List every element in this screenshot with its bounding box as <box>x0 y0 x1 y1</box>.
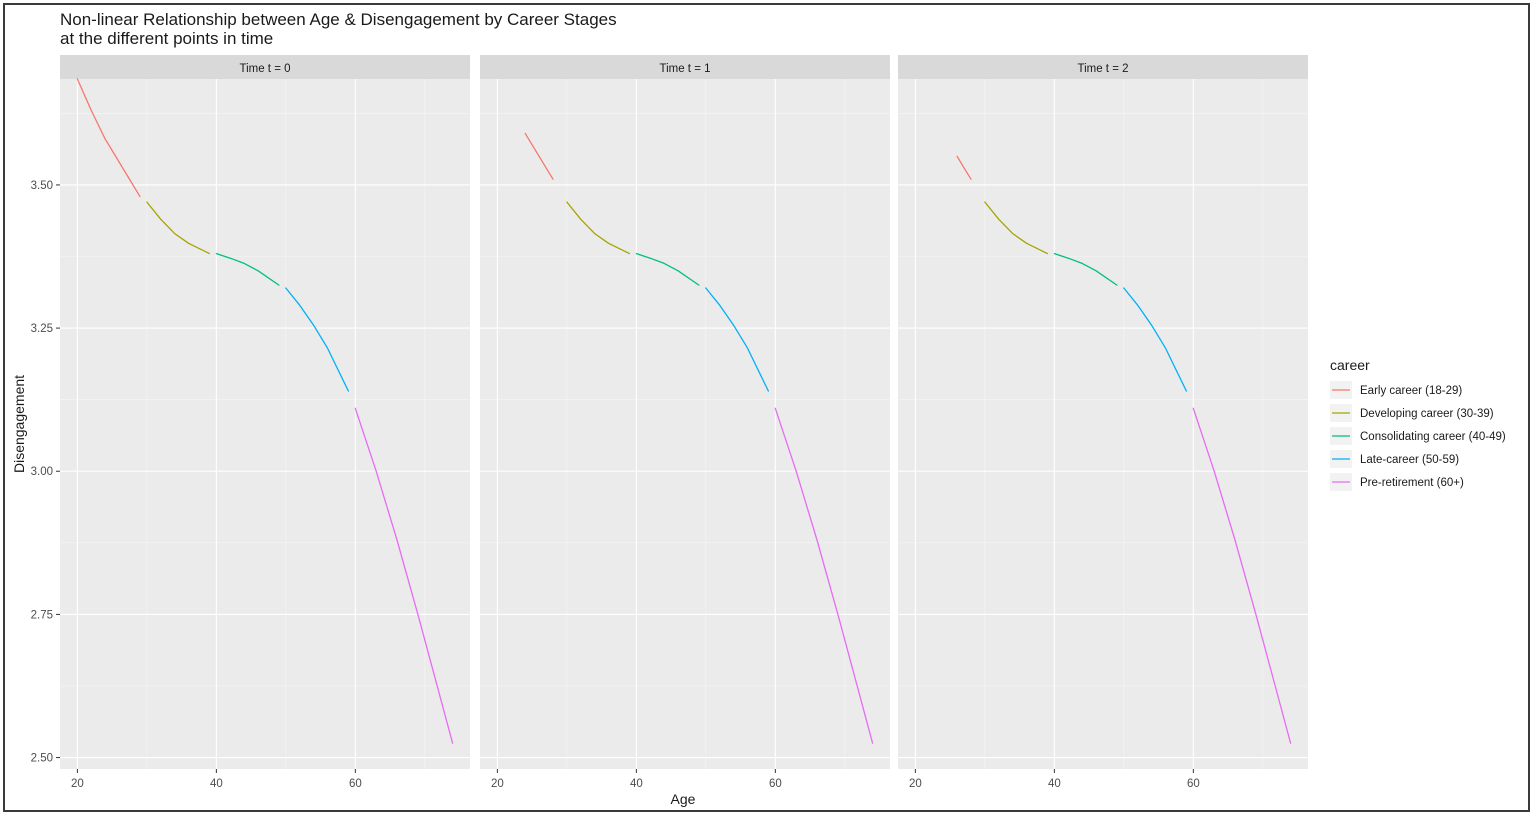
legend-label: Late-career (50-59) <box>1360 454 1459 466</box>
x-axis-title: Age <box>671 791 696 807</box>
series-line-1 <box>146 201 211 255</box>
legend-label: Consolidating career (40-49) <box>1360 431 1506 443</box>
x-tick-label: 20 <box>71 778 84 790</box>
legend: career Early career (18-29) Developing ca… <box>1330 357 1506 491</box>
series-line-0 <box>956 155 972 180</box>
series-line-1 <box>566 201 631 255</box>
facet-panel-2: Time t = 2 20 40 60 <box>898 55 1308 790</box>
series-line-4 <box>774 407 874 744</box>
chart-frame <box>3 3 1530 812</box>
y-tick-label: 3.50 <box>31 180 53 192</box>
x-tick-label: 60 <box>769 778 782 790</box>
chart-title: Non-linear Relationship between Age & Di… <box>60 10 617 29</box>
legend-label: Developing career (30-39) <box>1360 408 1494 420</box>
facet-strip-background <box>480 55 890 79</box>
y-axis-title: Disengagement <box>11 375 27 473</box>
x-tick-label: 40 <box>1048 778 1061 790</box>
series-line-3 <box>285 287 350 392</box>
facet-strip-background <box>60 55 470 79</box>
series-line-3 <box>1123 287 1188 392</box>
facet-strip-label: Time t = 0 <box>239 63 290 75</box>
x-tick-label: 60 <box>349 778 362 790</box>
facet-strip-label: Time t = 1 <box>659 63 710 75</box>
panel-background <box>60 79 470 769</box>
series-line-3 <box>705 287 770 392</box>
panel-background <box>480 79 890 769</box>
y-axis: 2.50 2.75 3.00 3.25 3.50 <box>31 180 60 765</box>
panel-background <box>898 79 1308 769</box>
series-line-2 <box>1053 252 1118 286</box>
facet-strip-label: Time t = 2 <box>1077 63 1128 75</box>
series-line-4 <box>1192 407 1292 744</box>
facet-strip-background <box>898 55 1308 79</box>
series-line-2 <box>215 252 280 286</box>
facet-panel-1: Time t = 1 20 40 60 <box>480 55 890 790</box>
y-tick-label: 3.00 <box>31 466 53 478</box>
x-tick-label: 40 <box>630 778 643 790</box>
x-tick-label: 20 <box>491 778 504 790</box>
series-line-1 <box>984 201 1049 255</box>
chart-subtitle: at the different points in time <box>60 29 273 48</box>
series-line-2 <box>635 252 700 286</box>
legend-title: career <box>1330 357 1370 373</box>
legend-label: Pre-retirement (60+) <box>1360 477 1464 489</box>
series-line-4 <box>354 407 454 744</box>
y-tick-label: 2.75 <box>31 609 53 621</box>
x-tick-label: 40 <box>210 778 223 790</box>
series-line-0 <box>524 132 554 180</box>
x-tick-label: 60 <box>1187 778 1200 790</box>
x-tick-label: 20 <box>909 778 922 790</box>
series-line-0 <box>76 78 141 198</box>
facet-panel-0: Time t = 0 20 40 60 <box>60 55 470 790</box>
legend-label: Early career (18-29) <box>1360 385 1462 397</box>
y-tick-label: 2.50 <box>31 753 53 765</box>
y-tick-label: 3.25 <box>31 323 53 335</box>
